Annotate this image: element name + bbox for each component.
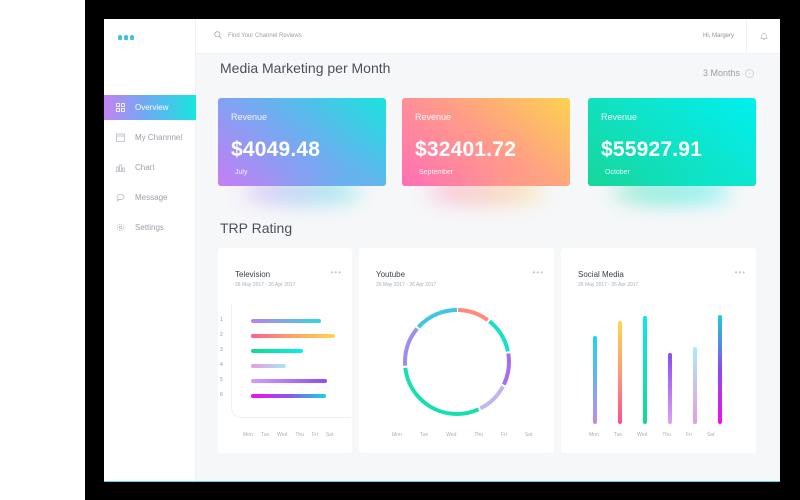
revenue-card-october[interactable]: Revenue $55927.91 October xyxy=(588,98,756,204)
notifications-button[interactable] xyxy=(746,19,780,54)
x-axis-labels: Mon Tue Wed Thu Fri Sat xyxy=(589,432,715,438)
search-icon xyxy=(214,31,222,41)
dashboard-app: Overview My Channnel Chart Message xyxy=(104,19,780,482)
sidebar-item-label: Chart xyxy=(135,163,155,172)
bell-icon xyxy=(759,28,768,46)
revenue-month: July xyxy=(235,169,248,176)
search-placeholder: Find Your Channel Reviews xyxy=(228,33,302,39)
revenue-amount: $32401.72 xyxy=(415,138,517,161)
bar-chart-icon xyxy=(116,163,125,172)
revenue-month: October xyxy=(605,169,630,176)
user-greeting[interactable]: Hi, Margery xyxy=(702,33,734,39)
x-axis-labels: Mon Tue Wed Thu Fri Sat xyxy=(392,432,533,438)
chart-bar xyxy=(618,321,622,424)
sidebar-item-label: Settings xyxy=(135,223,164,232)
revenue-month: September xyxy=(419,169,454,176)
revenue-card-september[interactable]: Revenue $32401.72 September xyxy=(402,98,570,204)
chart-bar xyxy=(693,347,697,424)
chart-bar xyxy=(668,353,672,424)
grid-icon xyxy=(116,103,125,112)
page-title: Media Marketing per Month xyxy=(220,60,391,76)
more-options-icon[interactable]: ••• xyxy=(734,268,746,277)
panel-title: Social Media xyxy=(578,270,624,279)
range-select[interactable]: 3 Months ⌄ xyxy=(703,68,754,78)
youtube-donut-chart xyxy=(403,308,511,416)
section-title-trp: TRP Rating xyxy=(220,220,293,236)
sidebar-item-label: Overview xyxy=(135,103,169,112)
panel-title: Television xyxy=(235,270,271,279)
youtube-panel: Youtube 26 May 2017 - 26 Apr 2017 ••• Mo… xyxy=(359,248,554,453)
main-content: Media Marketing per Month 3 Months ⌄ Rev… xyxy=(196,54,780,481)
x-axis-labels: Mon Tue Wed Thu Fri Sat xyxy=(243,432,334,438)
television-bar-chart: 1 2 3 4 5 6 xyxy=(220,303,351,418)
sidebar-item-my-channel[interactable]: My Channnel xyxy=(104,125,196,150)
revenue-amount: $55927.91 xyxy=(601,138,703,161)
sidebar-item-label: Message xyxy=(135,193,168,202)
revenue-card-july[interactable]: Revenue $4049.48 July xyxy=(218,98,386,204)
social-media-bar-chart xyxy=(561,308,756,424)
calendar-icon xyxy=(116,133,125,142)
sidebar-item-message[interactable]: Message xyxy=(104,185,196,210)
sidebar-item-label: My Channnel xyxy=(135,133,183,142)
logo-icon[interactable] xyxy=(118,35,134,40)
chart-bar xyxy=(718,315,722,424)
chart-bar xyxy=(643,316,647,424)
top-bar: Find Your Channel Reviews Hi, Margery xyxy=(196,19,780,54)
revenue-label: Revenue xyxy=(415,112,452,122)
sidebar-item-overview[interactable]: Overview xyxy=(104,95,196,120)
chevron-down-icon: ⌄ xyxy=(745,68,754,78)
panel-title: Youtube xyxy=(376,270,406,279)
panel-date-range: 26 May 2017 - 26 Apr 2017 xyxy=(578,282,639,288)
sidebar: Overview My Channnel Chart Message xyxy=(104,19,196,481)
gear-icon xyxy=(116,223,125,232)
panel-date-range: 26 May 2017 - 26 Apr 2017 xyxy=(376,282,437,288)
more-options-icon[interactable]: ••• xyxy=(532,268,544,277)
chart-bar xyxy=(593,336,597,424)
search-input[interactable]: Find Your Channel Reviews xyxy=(214,31,302,41)
sidebar-item-settings[interactable]: Settings xyxy=(104,215,196,240)
social-media-panel: Social Media 26 May 2017 - 26 Apr 2017 •… xyxy=(561,248,756,453)
television-panel: Television 26 May 2017 - 26 Apr 2017 •••… xyxy=(218,248,352,453)
panel-date-range: 26 May 2017 - 26 Apr 2017 xyxy=(235,282,296,288)
sidebar-item-chart[interactable]: Chart xyxy=(104,155,196,180)
sidebar-nav: Overview My Channnel Chart Message xyxy=(104,95,196,245)
more-options-icon[interactable]: ••• xyxy=(330,268,342,277)
revenue-label: Revenue xyxy=(231,112,268,122)
range-select-label: 3 Months xyxy=(702,68,740,78)
revenue-label: Revenue xyxy=(601,112,638,122)
chat-bubble-icon xyxy=(116,193,125,202)
revenue-amount: $4049.48 xyxy=(231,138,321,161)
